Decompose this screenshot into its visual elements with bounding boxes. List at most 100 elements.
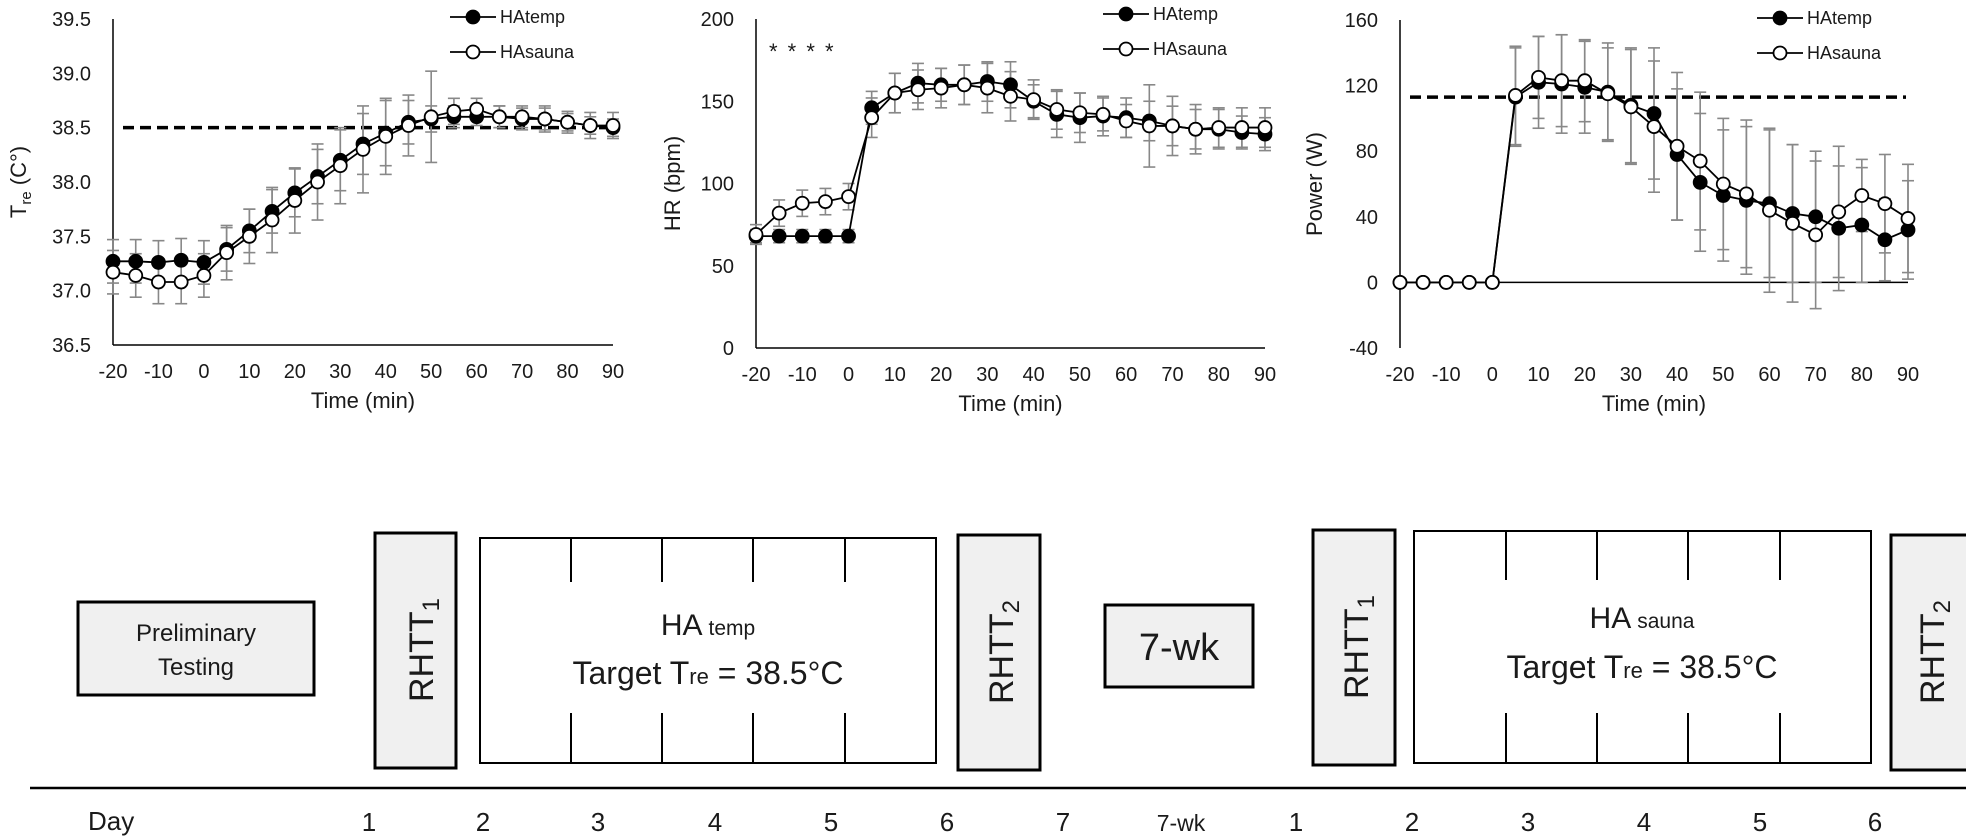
data-point-HAsauna — [1508, 88, 1523, 103]
data-point-HAsauna — [1785, 215, 1800, 231]
legend-label: HAtemp — [500, 7, 565, 27]
data-point-HAsauna — [771, 205, 787, 221]
ha-sauna-title: HA sauna — [1590, 602, 1695, 635]
data-point-HAtemp — [173, 252, 189, 268]
day-number: 3 — [591, 807, 605, 837]
legend-label: HAtemp — [1807, 8, 1872, 28]
y-tick-label: 38.5 — [52, 118, 91, 140]
data-point-HAsauna — [469, 101, 485, 117]
x-tick-label: 40 — [375, 361, 397, 383]
data-point-HAsauna — [1531, 70, 1546, 85]
data-point-HAsauna — [1762, 202, 1777, 218]
y-tick-label: -40 — [1349, 338, 1378, 360]
y-tick-label: 36.5 — [52, 335, 91, 357]
data-point-HAsauna — [514, 109, 530, 125]
day-number: 2 — [1405, 807, 1419, 837]
data-point-HAsauna — [1188, 121, 1203, 137]
data-point-HAsauna — [605, 118, 621, 133]
y-tick-label: 150 — [701, 91, 734, 113]
data-point-HAsauna — [241, 228, 257, 244]
data-point-HAsauna — [537, 111, 553, 127]
data-point-HAsauna — [378, 128, 394, 144]
day-number: 5 — [824, 807, 838, 837]
x-tick-label: -20 — [1386, 364, 1415, 386]
significance-annotation: * * * * — [769, 39, 836, 64]
rhtt1-label-b: RHTT1 — [1338, 595, 1380, 699]
ha-sauna-block — [1413, 530, 1872, 764]
data-point-HAtemp — [1692, 174, 1708, 190]
data-point-HAsauna — [1600, 86, 1616, 102]
data-point-HAsauna — [1461, 274, 1477, 290]
ha-temp-target: Target Tre = 38.5°C — [572, 655, 843, 691]
data-point-HAsauna — [1095, 107, 1111, 122]
data-point-HAsauna — [1072, 105, 1088, 121]
data-point-HAsauna — [979, 80, 995, 96]
y-tick-label: 50 — [712, 256, 734, 278]
y-tick-label: 37.5 — [52, 226, 91, 248]
day-number: 1 — [362, 807, 376, 837]
data-point-HAsauna — [1392, 274, 1408, 290]
x-tick-label: 50 — [1712, 364, 1734, 386]
data-point-HAsauna — [910, 82, 926, 98]
data-point-HAsauna — [1692, 153, 1708, 169]
x-tick-label: 10 — [238, 361, 260, 383]
data-point-HAsauna — [1831, 204, 1847, 220]
data-point-HAsauna — [332, 158, 348, 174]
data-point-HAsauna — [1049, 102, 1065, 117]
data-point-HAtemp — [1831, 220, 1847, 236]
data-point-HAsauna — [1646, 119, 1662, 134]
data-point-HAsauna — [355, 141, 371, 157]
x-tick-label: 30 — [976, 364, 998, 386]
day-number: 4 — [1637, 807, 1651, 837]
y-tick-label: 0 — [723, 338, 734, 360]
data-point-HAsauna — [401, 118, 416, 133]
data-point-HAtemp — [794, 228, 810, 244]
data-point-HAsauna — [887, 85, 903, 101]
data-point-HAsauna — [1415, 274, 1431, 290]
x-tick-label: 90 — [602, 361, 624, 383]
data-point-HAsauna — [1854, 188, 1870, 203]
x-tick-label: 20 — [284, 361, 306, 383]
data-point-HAtemp — [196, 255, 212, 270]
data-point-HAtemp — [128, 253, 144, 269]
data-point-HAsauna — [956, 77, 972, 93]
data-point-HAsauna — [1438, 274, 1454, 290]
data-point-HAsauna — [196, 268, 212, 283]
data-point-HAtemp — [818, 228, 833, 244]
data-point-HAsauna — [1026, 92, 1042, 108]
data-point-HAtemp — [1808, 209, 1824, 225]
x-tick-label: 20 — [1574, 364, 1596, 386]
x-tick-label: 40 — [1666, 364, 1688, 386]
x-tick-label: 30 — [329, 361, 351, 383]
day-number: 4 — [708, 807, 722, 837]
rhtt1-box-b — [1311, 528, 1397, 767]
charts-layer: 36.5 37.0 37.5 38.0 38.5 39.0 39.5 -20 -10 0 10 20 3… — [6, 4, 1919, 416]
data-point-HAsauna — [1577, 73, 1593, 89]
y-tick-label: 38.0 — [52, 172, 91, 194]
x-axis-title: Time (min) — [958, 391, 1062, 416]
x-axis-title: Time (min) — [311, 388, 415, 413]
data-point-HAsauna — [748, 227, 764, 242]
y-tick-label: 100 — [701, 174, 734, 196]
preliminary-testing-box — [76, 600, 316, 697]
data-point-HAsauna — [1669, 138, 1685, 154]
y-tick-label: 37.0 — [52, 281, 91, 303]
x-tick-label: -20 — [99, 361, 128, 383]
y-axis-title: Power (W) — [1302, 132, 1327, 236]
x-tick-label: 50 — [420, 361, 442, 383]
data-point-HAtemp — [1877, 232, 1893, 248]
data-point-HAsauna — [287, 193, 303, 208]
day-number: 5 — [1753, 807, 1767, 837]
data-point-HAsauna — [310, 174, 325, 190]
y-tick-label: 80 — [1356, 141, 1378, 163]
x-tick-label: 80 — [1208, 364, 1230, 386]
rhtt2-label-a: RHTT2 — [983, 600, 1025, 704]
x-tick-label: 0 — [843, 364, 854, 386]
legend-item-HAsauna: HAsauna — [450, 42, 575, 62]
x-tick-label: 60 — [1115, 364, 1137, 386]
chart-panel-3: -40 0 40 80 120 160 -20 -10 0 10 20 30 40 50 60 70 80 90 T… — [1302, 8, 1919, 416]
day-number: 7 — [1056, 807, 1070, 837]
y-tick-label: 120 — [1345, 76, 1378, 98]
legend-item-HAtemp: HAtemp — [450, 7, 565, 27]
data-point-HAsauna — [1003, 88, 1018, 104]
